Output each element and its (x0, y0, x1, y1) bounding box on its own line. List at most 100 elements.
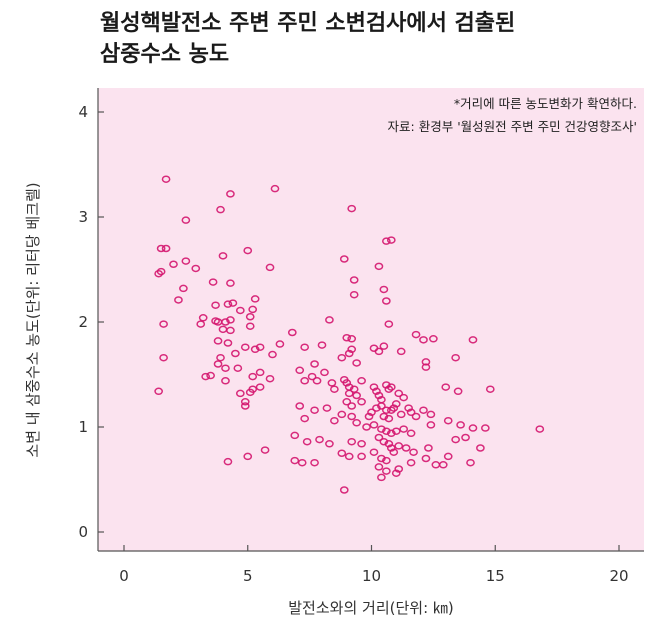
data-point (290, 431, 300, 440)
data-point (364, 412, 374, 421)
y-tick-label: 2 (78, 313, 88, 331)
data-point (211, 301, 220, 309)
data-point (255, 343, 265, 351)
data-point (181, 216, 191, 224)
data-point (320, 368, 329, 377)
data-point (466, 458, 475, 467)
data-point (419, 406, 428, 414)
data-point (243, 452, 253, 461)
data-point (325, 316, 334, 324)
x-tick-label: 10 (362, 567, 381, 585)
data-point (240, 402, 250, 410)
chart-title-line-1: 월성핵발전소 주변 주민 소변검사에서 검출된 (100, 11, 516, 36)
data-point (216, 205, 225, 214)
data-point (384, 440, 394, 448)
data-point (287, 328, 297, 337)
data-point (374, 463, 384, 471)
data-point (169, 260, 178, 268)
data-point (344, 452, 354, 461)
data-point (357, 452, 366, 461)
data-point (295, 366, 305, 375)
y-tick-label: 1 (78, 418, 88, 436)
data-point (226, 279, 235, 287)
data-point (399, 425, 409, 433)
data-point (394, 389, 404, 398)
x-tick-label: 20 (609, 567, 628, 585)
data-point (426, 410, 436, 419)
data-point (213, 337, 223, 345)
chart-source: 자료: 환경부 '월성원전 주변 주민 건강영향조사' (388, 119, 637, 134)
data-point (386, 406, 396, 414)
x-axis-ticks: 0 5 10 15 20 (119, 545, 629, 585)
data-point (342, 334, 352, 342)
y-tick-label: 4 (78, 103, 88, 121)
data-point (451, 435, 460, 444)
data-point (461, 433, 470, 442)
x-tick-label: 0 (119, 567, 129, 585)
data-point (406, 429, 416, 438)
data-points (154, 175, 545, 494)
data-point (181, 257, 191, 265)
data-point (347, 437, 357, 446)
data-point (349, 276, 359, 284)
data-point (240, 398, 250, 406)
x-tick-label: 15 (486, 567, 505, 585)
data-point (369, 421, 379, 429)
data-point (307, 372, 317, 381)
data-point (357, 377, 366, 385)
data-point (223, 457, 233, 466)
data-point (431, 461, 441, 469)
data-point (245, 322, 255, 330)
data-point (384, 385, 394, 393)
data-point (213, 360, 223, 368)
data-point (243, 246, 253, 255)
data-point (206, 371, 215, 380)
data-point (231, 349, 240, 358)
data-point (404, 404, 413, 412)
data-point (384, 320, 394, 328)
data-point (352, 391, 361, 400)
data-point (379, 342, 389, 350)
data-point (357, 398, 366, 406)
data-point (174, 296, 183, 304)
data-point (245, 388, 255, 397)
data-point (384, 414, 394, 423)
data-point (391, 469, 401, 477)
data-point (226, 190, 235, 198)
data-point (347, 335, 357, 343)
data-point (468, 336, 478, 344)
data-point (406, 408, 416, 417)
data-point (391, 400, 401, 408)
data-point (337, 353, 347, 362)
data-point (421, 363, 431, 371)
data-point (396, 410, 406, 419)
data-point (312, 377, 322, 385)
plot-area (98, 88, 644, 551)
chart-title-line-2: 삼중수소 농도 (100, 42, 230, 67)
data-point (325, 440, 334, 448)
data-point (339, 486, 349, 494)
data-point (330, 416, 339, 425)
data-point (208, 278, 218, 286)
data-point (377, 473, 386, 482)
data-point (226, 316, 235, 324)
data-point (302, 437, 312, 446)
data-point (352, 419, 361, 427)
data-point (179, 284, 188, 293)
data-point (419, 336, 428, 344)
data-point (401, 444, 411, 452)
data-point (221, 377, 230, 385)
data-point (369, 383, 379, 391)
data-point (310, 458, 319, 467)
data-point (342, 398, 352, 406)
data-point (411, 412, 421, 421)
data-point (201, 372, 211, 381)
y-tick-label: 3 (78, 208, 88, 226)
data-point (347, 204, 357, 213)
data-point (367, 408, 376, 417)
data-point (196, 320, 206, 328)
data-point (221, 364, 230, 372)
data-point (317, 341, 327, 349)
data-point (382, 297, 391, 305)
data-point (265, 374, 275, 383)
